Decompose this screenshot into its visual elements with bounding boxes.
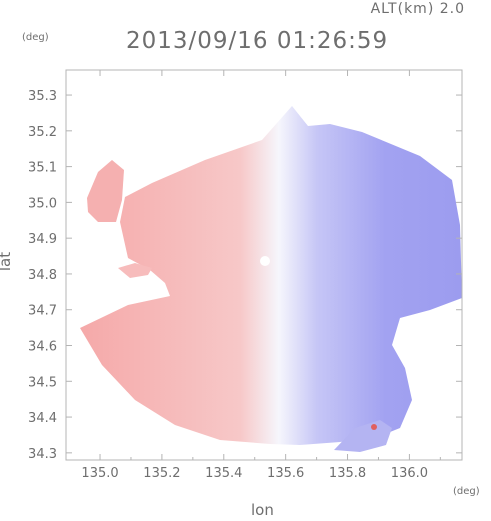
echo-region-southeast [334, 420, 392, 452]
echo-region-patch [118, 263, 152, 278]
echo-hotspot [371, 424, 377, 430]
x-tick-label: 135.0 [81, 466, 118, 481]
y-tick-label: 35.2 [28, 125, 57, 140]
radar-center-marker [260, 256, 270, 266]
x-tick-label: 135.8 [329, 466, 366, 481]
y-tick-label: 34.4 [28, 411, 57, 426]
velocity-field [66, 70, 462, 452]
y-tick-group: 35.3 35.2 35.1 35.0 34.9 34.8 34.7 34.6 34.5 34.4… [28, 89, 462, 462]
y-tick-label: 34.9 [28, 232, 57, 247]
y-tick-label: 34.7 [28, 304, 57, 319]
x-tick-group: 135.0 135.2 135.4 135.6 135.8 136.0 [81, 70, 441, 481]
x-tick-label: 135.4 [205, 466, 242, 481]
echo-region-main [80, 106, 462, 445]
y-axis-unit: (deg) [22, 32, 49, 43]
plot-frame [65, 69, 463, 461]
x-tick-label: 135.6 [267, 466, 304, 481]
x-tick-label: 136.0 [391, 466, 428, 481]
timestamp-title: 2013/09/16 01:26:59 [126, 28, 389, 54]
y-tick-label: 35.0 [28, 196, 57, 211]
y-tick-label: 34.8 [28, 268, 57, 283]
y-tick-label: 34.3 [28, 447, 57, 462]
altitude-label: ALT(km) 2.0 [370, 1, 465, 17]
x-tick-label: 135.2 [143, 466, 180, 481]
y-tick-label: 35.1 [28, 161, 57, 176]
y-tick-label: 34.6 [28, 340, 57, 355]
x-axis-title: lon [251, 501, 274, 519]
y-tick-label: 34.5 [28, 375, 57, 390]
x-axis-unit: (deg) [453, 486, 480, 497]
y-tick-label: 35.3 [28, 89, 57, 104]
